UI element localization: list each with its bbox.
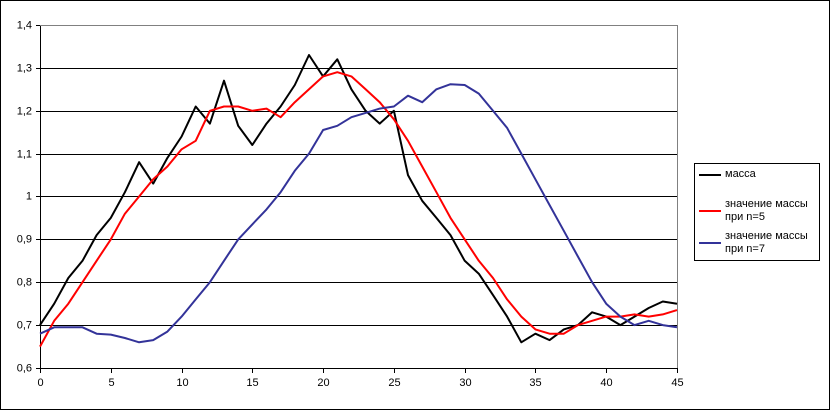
legend-swatch [699, 210, 721, 212]
x-tick-label: 20 [317, 377, 329, 389]
y-tick-label: 1,3 [17, 62, 32, 74]
data-line [39, 54, 678, 344]
x-tick-label: 30 [459, 377, 471, 389]
y-tick-label: 0,6 [17, 362, 32, 374]
legend: масса значение массы при n=5 значение масс… [694, 163, 820, 261]
data-line [39, 83, 678, 344]
x-tick-label: 0 [37, 377, 43, 389]
x-tick-label: 45 [671, 377, 683, 389]
x-tick-label: 5 [108, 377, 114, 389]
y-tick-label: 0,7 [17, 319, 32, 331]
legend-entry: значение массы при n=5 [695, 198, 819, 224]
y-tick-label: 1,4 [17, 19, 32, 31]
x-tick-label: 40 [600, 377, 612, 389]
legend-swatch [699, 242, 721, 244]
y-tick-label: 1,2 [17, 105, 32, 117]
legend-label: значение массы при n=5 [725, 198, 808, 223]
y-tick-label: 1 [26, 190, 32, 202]
y-tick-label: 0,8 [17, 276, 32, 288]
y-tick-label: 1,1 [17, 148, 32, 160]
legend-label: масса [725, 168, 756, 180]
legend-label: значение массы при n=7 [725, 230, 808, 255]
legend-entry: масса [695, 168, 819, 181]
x-tick-label: 35 [529, 377, 541, 389]
legend-swatch [699, 173, 721, 176]
y-tick-label: 0,9 [17, 233, 32, 245]
legend-entry: значение массы при n=7 [695, 230, 819, 256]
x-tick-label: 25 [388, 377, 400, 389]
x-tick-label: 15 [246, 377, 258, 389]
data-line [39, 71, 678, 348]
x-tick-label: 10 [176, 377, 188, 389]
